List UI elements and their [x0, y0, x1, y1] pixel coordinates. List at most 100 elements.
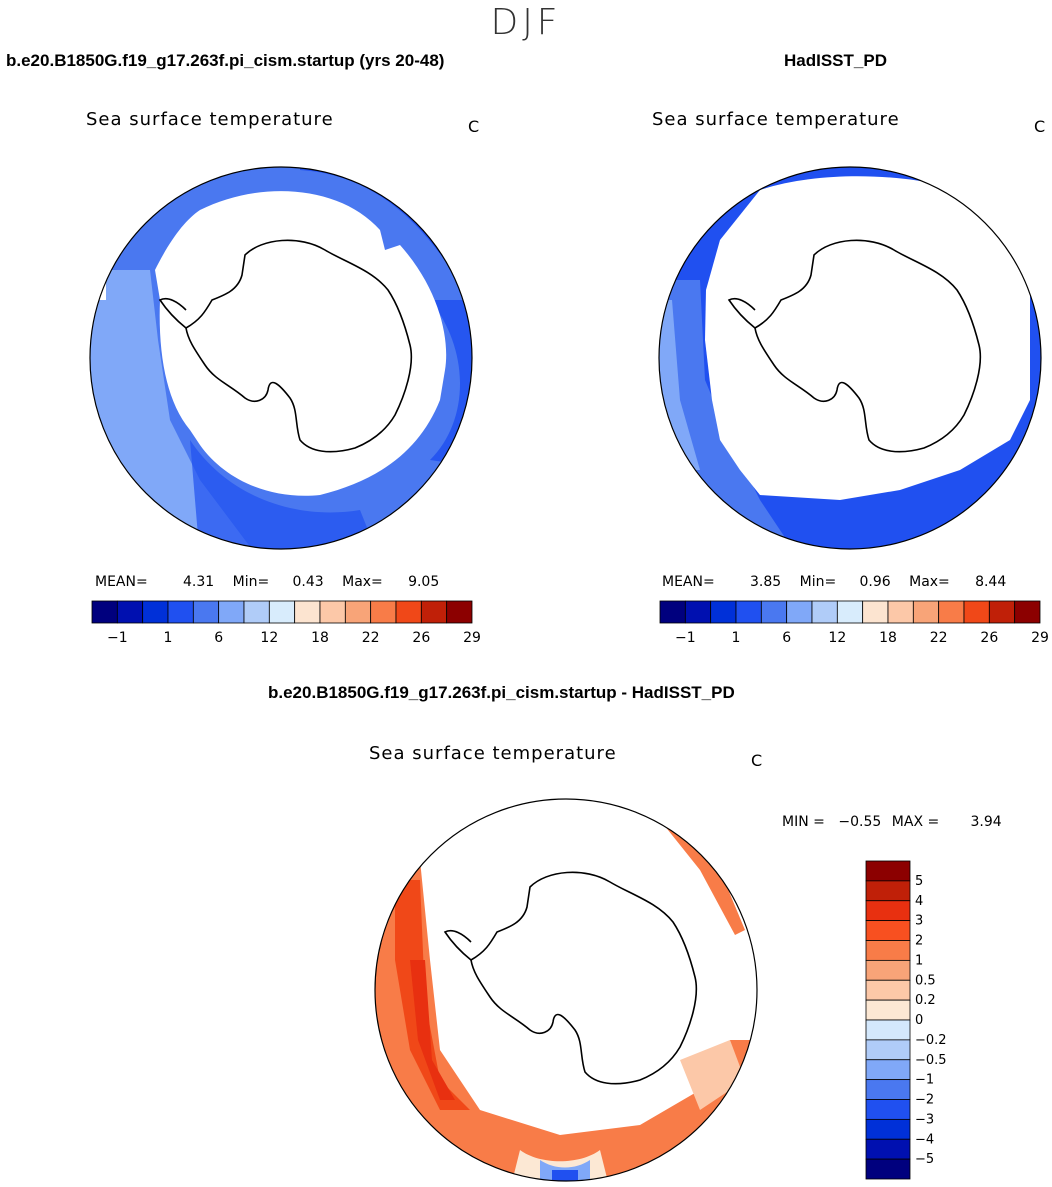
colorbar-tick-label: 12	[828, 630, 846, 646]
colorbar-tick-label: −1	[675, 630, 696, 646]
sea-ice-region	[155, 191, 447, 496]
min-label: Min=	[799, 574, 837, 590]
colorbar-tick-label: 29	[1031, 630, 1049, 646]
panel2-variable-title: Sea surface temperature	[652, 109, 900, 130]
panel1-variable-title: Sea surface temperature	[86, 109, 334, 130]
sst-difference-field	[660, 820, 745, 935]
colorbar-tick-label: 29	[463, 630, 481, 646]
max-value: 9.05	[408, 574, 440, 590]
colorbar-tick-label: 6	[782, 630, 791, 646]
colorbar-box	[865, 1039, 911, 1061]
colorbar-box	[865, 959, 911, 981]
panel3-variable-title: Sea surface temperature	[369, 743, 617, 764]
mean-label: MEAN=	[95, 574, 148, 590]
colorbar-tick-label: 1	[915, 953, 923, 968]
panel3-stats: MIN = −0.55 MAX = 3.94	[782, 814, 1002, 830]
colorbar-box	[865, 1059, 911, 1081]
colorbar-box	[446, 600, 473, 624]
colorbar-tick-label: 18	[879, 630, 897, 646]
sst-difference-field	[552, 1170, 578, 1181]
colorbar-tick-label: 0.2	[915, 993, 936, 1008]
map-boundary	[89, 166, 473, 550]
colorbar-tick-label: −5	[915, 1152, 934, 1167]
colorbar-box	[865, 1158, 911, 1180]
colorbar-box	[865, 1079, 911, 1100]
colorbar-tick-label: 26	[980, 630, 998, 646]
colorbar-tick-label: 18	[311, 630, 329, 646]
colorbar-tick-label: 1	[732, 630, 741, 646]
colorbar-tick-label: 22	[930, 630, 948, 646]
peninsula-coastline	[727, 297, 756, 329]
min-label: MIN =	[782, 814, 825, 830]
max-value: 3.94	[970, 814, 1002, 830]
max-label: Max=	[909, 574, 950, 590]
colorbar-box	[865, 999, 911, 1021]
sst-difference-field	[680, 1040, 745, 1110]
colorbar-tick-label: −3	[915, 1112, 934, 1127]
colorbar-box	[865, 1118, 911, 1140]
colorbar-tick-label: −0.2	[915, 1033, 947, 1048]
colorbar-box	[865, 1099, 911, 1120]
colorbar-box	[865, 920, 911, 941]
panel1-units: C	[468, 117, 480, 136]
colorbar-tick-label: −2	[915, 1093, 934, 1108]
panel1-case-title: b.e20.B1850G.f19_g17.263f.pi_cism.startu…	[6, 51, 445, 70]
map-boundary	[658, 166, 1042, 550]
colorbar-tick-label: 5	[915, 874, 923, 889]
mean-value: 3.85	[750, 574, 782, 590]
peninsula-coastline	[443, 929, 472, 961]
panel1-stats: MEAN= 4.31 Min= 0.43 Max= 9.05	[95, 574, 439, 590]
colorbar-tick-label: 12	[260, 630, 278, 646]
sst-cold-band	[190, 440, 380, 549]
max-label: MAX =	[891, 814, 940, 830]
colorbar-tick-label: 26	[412, 630, 430, 646]
colorbar-tick-label: 0.5	[915, 973, 936, 988]
colorbar-tick-label: −1	[107, 630, 128, 646]
sst-cold-band	[430, 300, 472, 470]
panel3-units: C	[751, 751, 763, 770]
mean-value: 4.31	[183, 574, 215, 590]
min-value: −0.55	[838, 814, 882, 830]
map-boundary	[374, 798, 758, 1182]
colorbar-tick-label: −0.5	[915, 1053, 947, 1068]
antarctica-coastline	[185, 239, 413, 453]
panel3-case-title: b.e20.B1850G.f19_g17.263f.pi_cism.startu…	[268, 683, 735, 702]
colorbar-box	[865, 1019, 911, 1041]
colorbar-tick-label: 4	[915, 894, 923, 909]
sst-difference-field	[395, 880, 470, 1110]
colorbar-tick-label: −1	[915, 1073, 934, 1088]
colorbar-box	[865, 860, 911, 882]
min-value: 0.96	[859, 574, 891, 590]
colorbar-box	[865, 979, 911, 1001]
peninsula-coastline	[158, 297, 187, 329]
colorbar-tick-label: 6	[214, 630, 223, 646]
min-label: Min=	[232, 574, 270, 590]
season-title: DJF	[490, 2, 562, 43]
sea-ice-region	[705, 176, 1030, 500]
colorbar-tick-label: 0	[915, 1013, 923, 1028]
sst-difference-field	[410, 960, 455, 1100]
colorbar-tick-label: 2	[915, 934, 923, 949]
colorbar-box	[865, 880, 911, 902]
min-value: 0.43	[292, 574, 324, 590]
colorbar-tick-label: 1	[164, 630, 173, 646]
mean-label: MEAN=	[662, 574, 715, 590]
colorbar-tick-label: 22	[362, 630, 380, 646]
max-label: Max=	[342, 574, 383, 590]
colorbar-box	[865, 1138, 911, 1160]
sst-difference-field	[375, 860, 757, 1181]
colorbar-box	[865, 940, 911, 961]
antarctica-coastline	[754, 239, 982, 453]
colorbar-box	[865, 900, 911, 922]
panel2-case-title: HadISST_PD	[784, 51, 887, 70]
colorbar-tick-label: 3	[915, 914, 923, 929]
max-value: 8.44	[975, 574, 1007, 590]
colorbar-box	[1014, 600, 1041, 624]
antarctica-coastline	[470, 871, 698, 1085]
